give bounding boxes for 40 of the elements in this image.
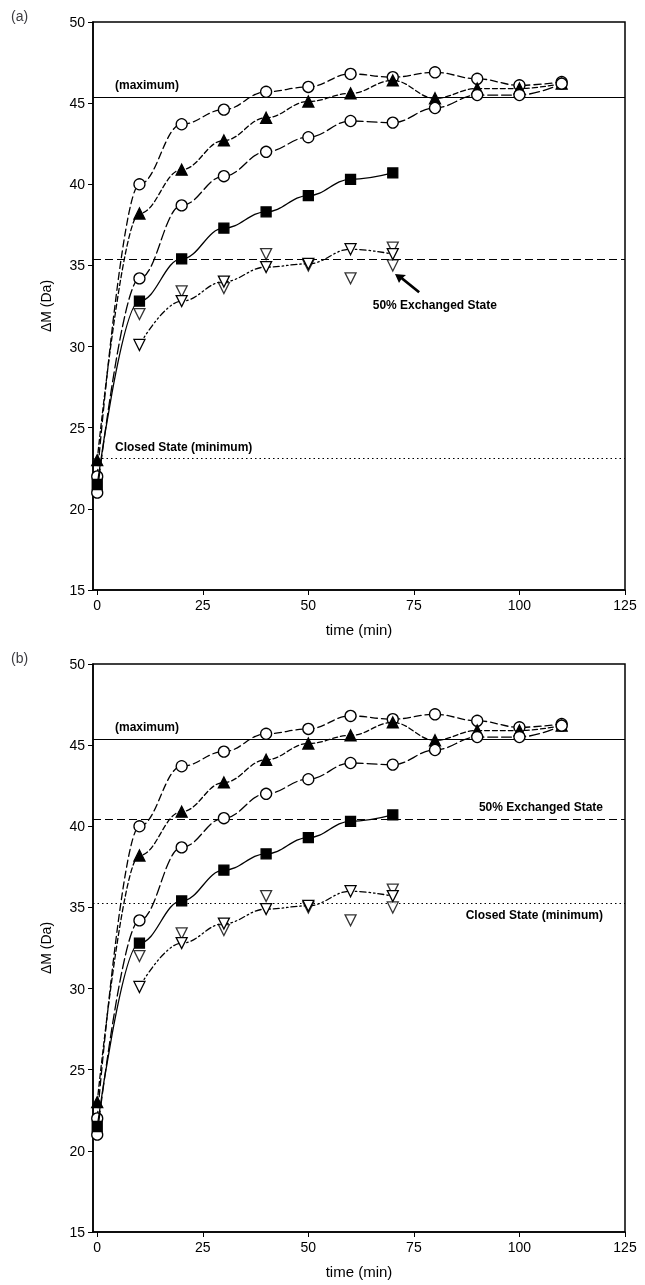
x-tick-label: 125 (613, 597, 637, 613)
x-tick-label: 50 (300, 597, 317, 613)
y-tick-label: 15 (69, 1224, 86, 1240)
y-tick-label: 40 (69, 176, 86, 193)
y-tick-label: 30 (69, 980, 86, 997)
y-tick-label: 20 (69, 1142, 86, 1159)
y-tick-label: 35 (69, 257, 86, 274)
x-tick-label: 125 (613, 1239, 637, 1255)
x-tick-label: 75 (406, 597, 422, 613)
legend-label: 50% Exchanged State (372, 297, 497, 312)
y-tick-label: 50 (69, 656, 86, 672)
x-tick-label: 0 (93, 597, 102, 613)
x-tick-label: 75 (406, 1239, 422, 1255)
chart-title: (a) (11, 8, 29, 24)
x-tick-label: 100 (507, 597, 532, 613)
ref-line-label: (maximum) (115, 78, 180, 93)
y-tick-label: 20 (69, 500, 86, 517)
y-axis-title: ΔM (Da) (38, 279, 54, 333)
x-tick-label: 25 (194, 1239, 211, 1255)
y-tick-label: 30 (69, 338, 86, 355)
x-axis-title: time (min) (325, 1263, 393, 1280)
y-tick-label: 45 (69, 737, 86, 754)
ref-line-label: 50% Exchanged State (478, 799, 604, 814)
y-tick-label: 45 (69, 95, 86, 112)
x-axis-title: time (min) (325, 621, 393, 638)
x-tick-label: 50 (300, 1239, 317, 1255)
y-axis-title: ΔM (Da) (38, 921, 54, 975)
chart-title: (b) (11, 650, 29, 666)
ref-line-label: (maximum) (115, 720, 180, 735)
ref-line-label: Closed State (minimum) (465, 908, 603, 923)
y-tick-label: 25 (69, 419, 86, 436)
y-tick-label: 25 (69, 1061, 86, 1078)
y-tick-label: 50 (69, 14, 86, 30)
x-tick-label: 25 (194, 597, 211, 613)
x-tick-label: 0 (93, 1239, 102, 1255)
ref-line-label: Closed State (minimum) (115, 439, 253, 454)
y-tick-label: 40 (69, 818, 86, 835)
x-tick-label: 100 (507, 1239, 532, 1255)
y-tick-label: 35 (69, 899, 86, 916)
y-tick-label: 15 (69, 582, 86, 598)
